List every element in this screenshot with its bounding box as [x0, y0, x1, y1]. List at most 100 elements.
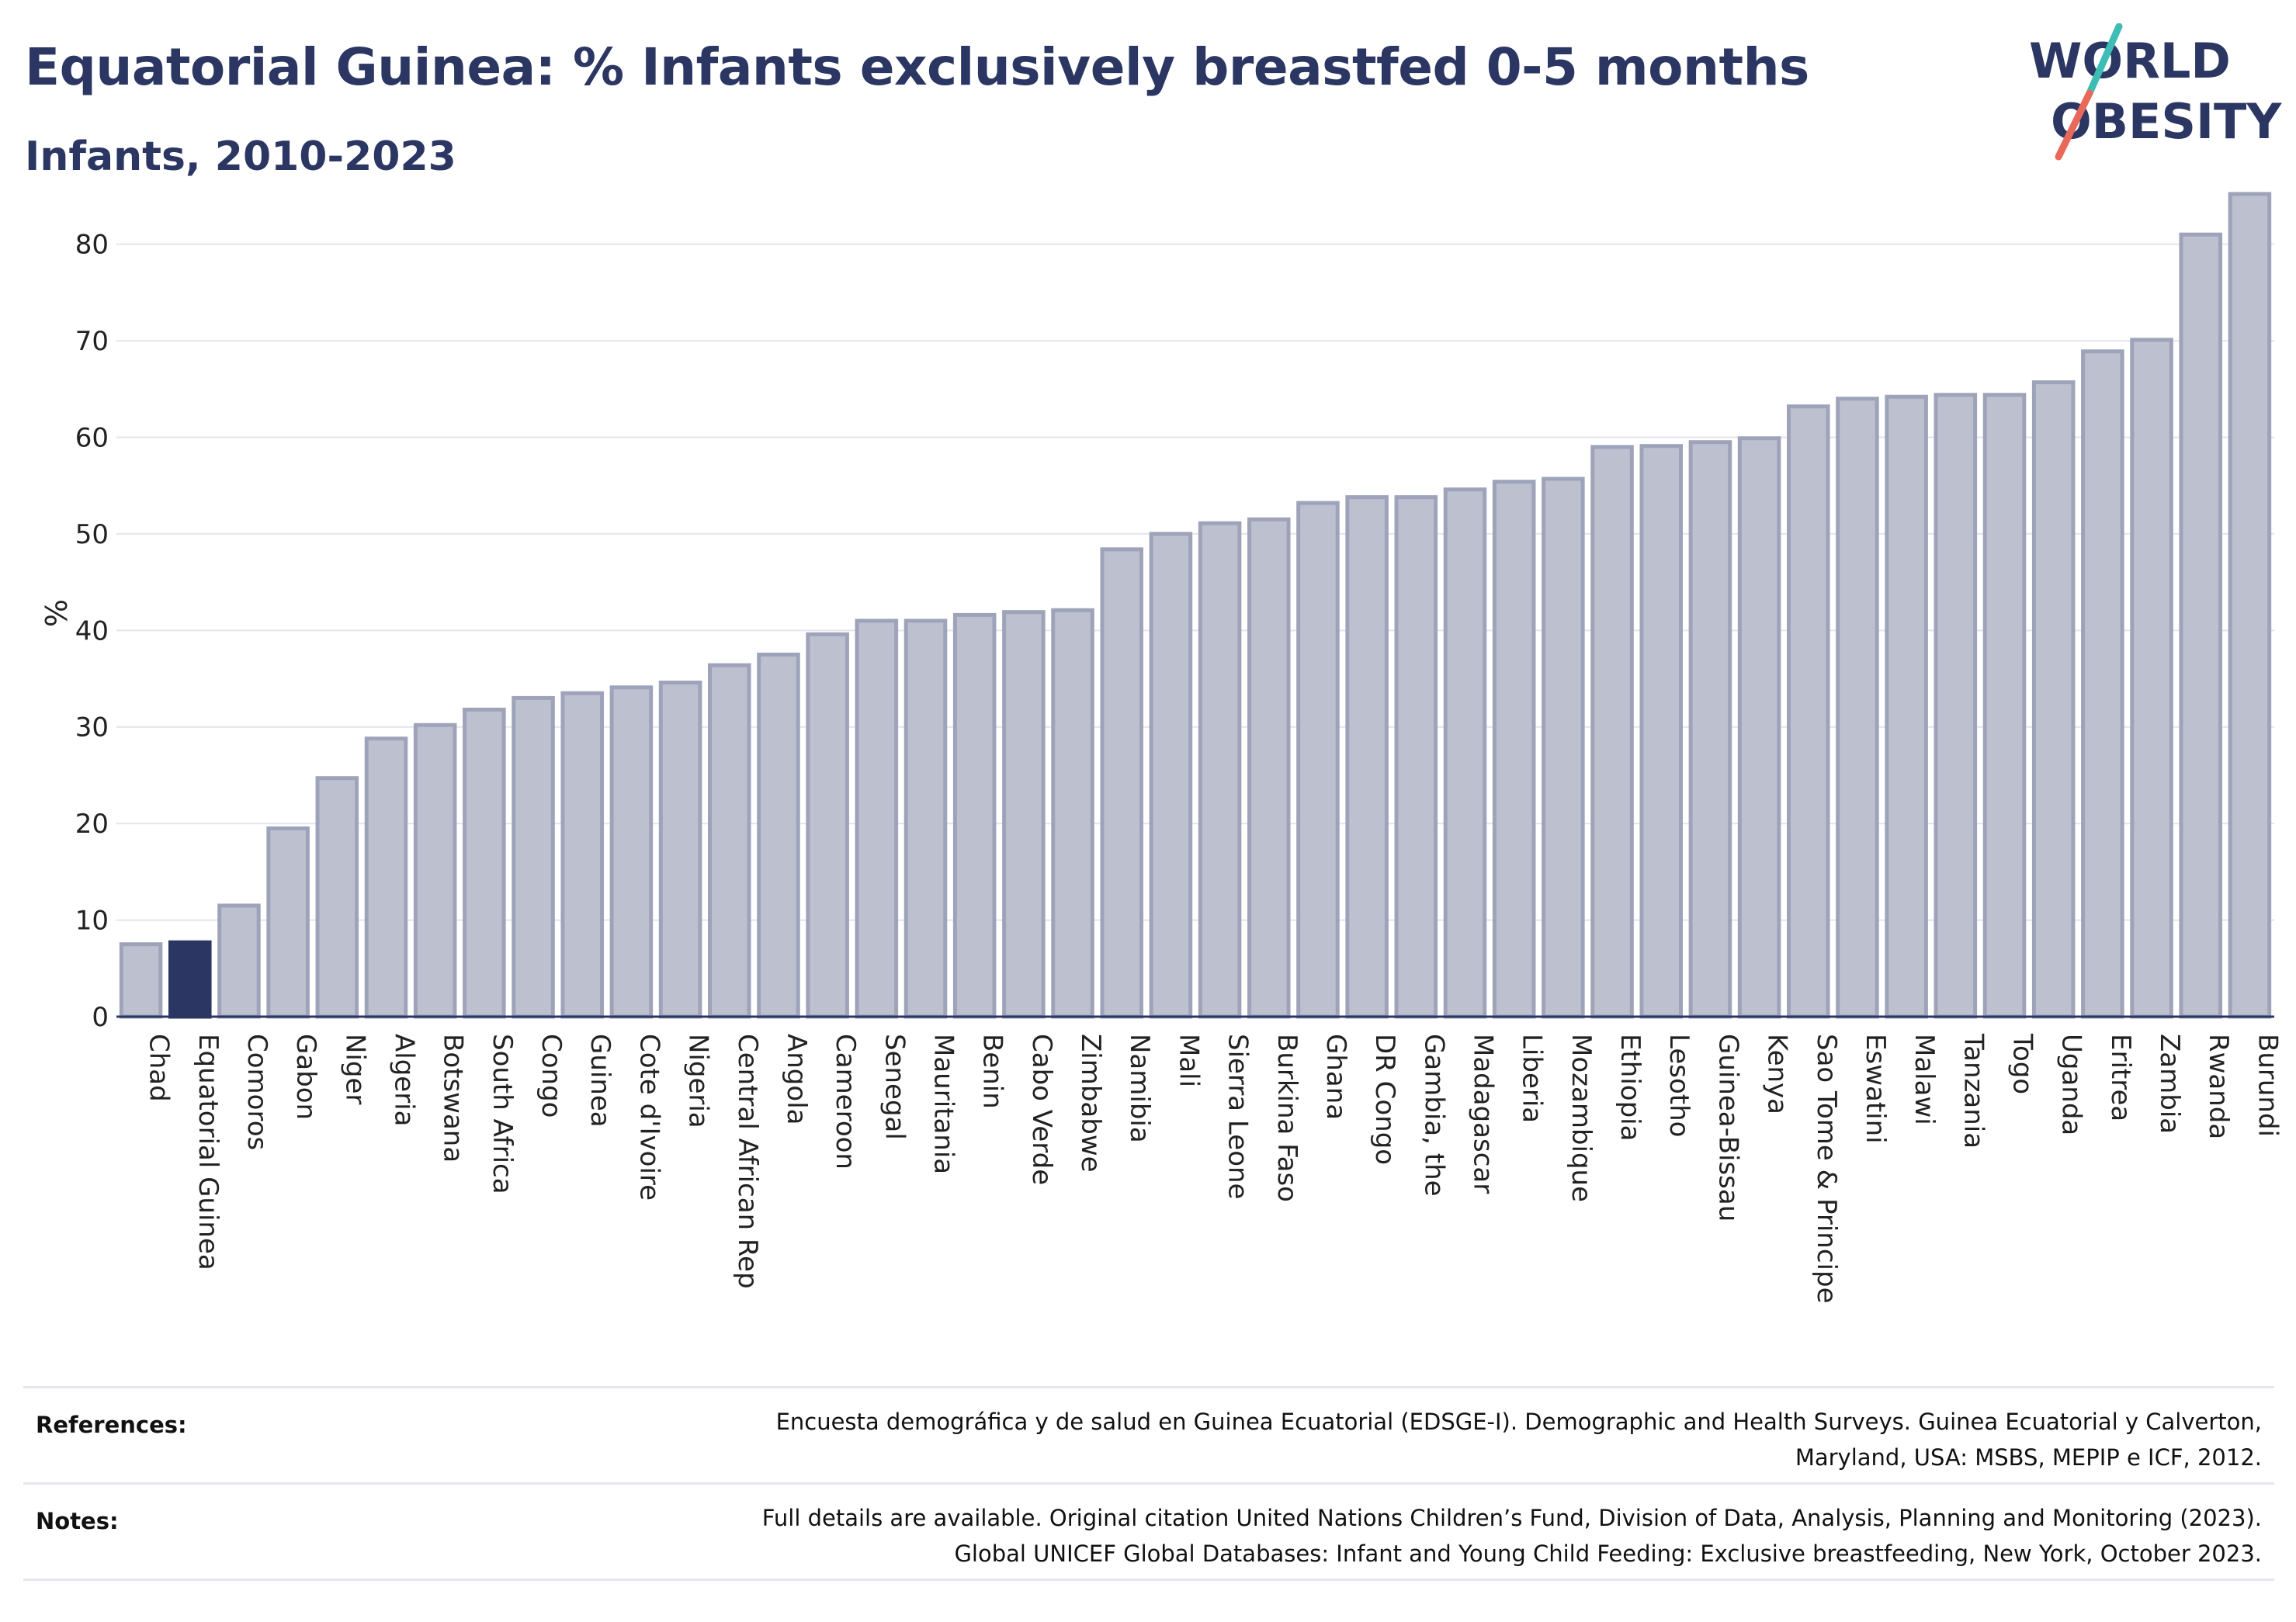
bar-sao-tome-principe	[1787, 404, 1830, 1019]
x-category-label: Eritrea	[2105, 1034, 2136, 1121]
y-tick-label: 60	[75, 422, 109, 453]
x-category-label: Guinea-Bissau	[1712, 1034, 1743, 1222]
x-category-label: Sao Tome & Principe	[1811, 1034, 1842, 1304]
bar-tanzania	[1934, 393, 1978, 1019]
bar-uganda	[2031, 380, 2076, 1019]
bar-chad	[119, 942, 163, 1019]
x-category-label: Gabon	[290, 1034, 321, 1120]
bars	[119, 192, 2272, 1019]
bar-madagascar	[1443, 487, 1487, 1019]
bar-gambia-the	[1394, 495, 1438, 1019]
notes-line-2: Global UNICEF Global Databases: Infant a…	[954, 1541, 2262, 1567]
x-category-label: Sierra Leone	[1223, 1034, 1254, 1199]
x-category-label: Malawi	[1909, 1034, 1940, 1125]
bar-kenya	[1737, 436, 1781, 1019]
bar-ethiopia	[1590, 445, 1634, 1019]
x-category-label: Guinea	[584, 1034, 616, 1128]
y-tick-label: 20	[75, 809, 109, 840]
bar-mali	[1149, 532, 1193, 1019]
x-category-label: Liberia	[1517, 1034, 1548, 1123]
notes-text: Full details are available. Original cit…	[477, 1500, 2262, 1572]
x-category-label: Kenya	[1762, 1034, 1793, 1114]
x-category-label: Botswana	[438, 1034, 469, 1163]
x-category-label: Zimbabwe	[1075, 1034, 1106, 1173]
x-category-label: Cote d'Ivoire	[633, 1034, 664, 1201]
x-category-label: Nigeria	[683, 1034, 714, 1128]
bar-togo	[1982, 393, 2027, 1019]
references-line-1: Encuesta demográfica y de salud en Guine…	[775, 1409, 2262, 1435]
bar-niger	[315, 776, 359, 1019]
bar-equatorial-guinea	[168, 940, 212, 1019]
references-row: References: Encuesta demográfica y de sa…	[23, 1386, 2274, 1485]
x-category-label: Equatorial Guinea	[192, 1034, 224, 1270]
bar-liberia	[1492, 480, 1536, 1019]
notes-label: Notes:	[36, 1508, 119, 1534]
bar-angola	[757, 652, 800, 1019]
bar-gabon	[266, 826, 310, 1019]
footer-bottom-rule	[23, 1579, 2274, 1581]
bar-mauritania	[903, 619, 948, 1019]
x-category-label: Benin	[977, 1034, 1008, 1109]
bar-cote-d-ivoire	[609, 685, 654, 1019]
chart-subtitle: Infants, 2010-2023	[25, 133, 456, 180]
y-tick-label: 10	[75, 906, 109, 937]
bar-sierra-leone	[1198, 521, 1242, 1019]
x-category-label: Lesotho	[1663, 1034, 1694, 1137]
logo-slash-coral	[2055, 89, 2093, 161]
bar-burkina-faso	[1247, 517, 1291, 1019]
x-category-label: Congo	[536, 1034, 567, 1118]
x-category-label: Eswatini	[1860, 1034, 1891, 1144]
bar-zimbabwe	[1051, 608, 1094, 1019]
x-category-label: Tanzania	[1958, 1033, 1989, 1149]
x-category-label: Algeria	[389, 1034, 420, 1126]
bar-south-africa	[463, 707, 506, 1019]
bar-lesotho	[1639, 444, 1684, 1019]
notes-line-1: Full details are available. Original cit…	[761, 1505, 2262, 1531]
bar-senegal	[855, 619, 899, 1019]
references-text: Encuesta demográfica y de salud en Guine…	[477, 1404, 2262, 1475]
x-category-label: South Africa	[487, 1034, 518, 1194]
y-tick-label: 30	[75, 712, 109, 743]
bar-cameroon	[806, 632, 849, 1019]
bar-nigeria	[658, 681, 702, 1019]
y-tick-label: 40	[75, 615, 109, 646]
bar-zambia	[2130, 338, 2173, 1019]
x-category-label: Zambia	[2154, 1034, 2185, 1134]
x-category-label: Cameroon	[830, 1034, 861, 1170]
bar-eswatini	[1836, 397, 1879, 1019]
bar-rwanda	[2179, 232, 2223, 1019]
y-tick-label: 70	[75, 326, 109, 357]
x-category-label: Namibia	[1124, 1034, 1155, 1143]
x-category-label: Comoros	[241, 1034, 272, 1150]
logo-slash-teal	[2086, 23, 2123, 97]
bar-ghana	[1296, 501, 1340, 1019]
bar-congo	[512, 695, 555, 1019]
x-category-label: Burundi	[2252, 1034, 2283, 1137]
x-category-label: Cabo Verde	[1026, 1034, 1057, 1185]
x-category-label: Rwanda	[2203, 1034, 2234, 1139]
bar-comoros	[217, 903, 261, 1019]
bar-central-african-rep	[708, 663, 751, 1019]
logo-line-world: WORLD	[2029, 33, 2231, 89]
bar-benin	[952, 612, 997, 1019]
bar-malawi	[1885, 394, 1928, 1019]
bar-botswana	[413, 723, 457, 1019]
x-category-label: Ethiopia	[1614, 1034, 1646, 1141]
references-label: References:	[36, 1412, 187, 1438]
y-tick-label: 80	[75, 230, 109, 261]
world-obesity-logo: WORLD OBESITY	[2029, 23, 2282, 161]
bar-guinea	[560, 691, 604, 1019]
bar-algeria	[364, 736, 408, 1019]
references-line-2: Maryland, USA: MSBS, MEPIP e ICF, 2012.	[1795, 1444, 2262, 1471]
x-category-label: Senegal	[879, 1034, 910, 1140]
x-category-label: Togo	[2007, 1033, 2038, 1094]
x-category-label: Mali	[1173, 1034, 1204, 1087]
x-category-label: Burkina Faso	[1271, 1034, 1302, 1202]
bar-dr-congo	[1345, 495, 1389, 1019]
bar-mozambique	[1542, 477, 1585, 1019]
x-category-label: Mauritania	[928, 1034, 959, 1174]
x-category-label: Chad	[144, 1034, 175, 1102]
bar-burundi	[2228, 192, 2272, 1019]
x-category-label: Central African Rep	[732, 1034, 763, 1289]
